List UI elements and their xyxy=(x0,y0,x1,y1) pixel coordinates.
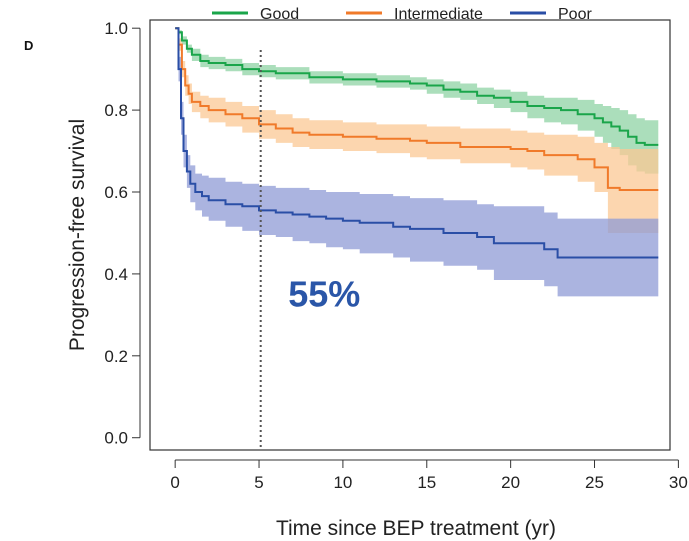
plot-frame xyxy=(149,19,671,451)
confidence-bands xyxy=(175,28,659,297)
y-axis-title: Progression-free survival xyxy=(66,119,89,351)
annotation-text: 55% xyxy=(288,273,360,314)
legend-label-good: Good xyxy=(260,6,299,23)
survival-curves xyxy=(175,27,659,259)
band-good xyxy=(175,28,659,174)
legend: Good Intermediate Poor xyxy=(212,6,592,23)
y-tick-label: 0.2 xyxy=(104,347,128,366)
x-tick-label: 5 xyxy=(254,473,263,492)
y-tick-label: 0.0 xyxy=(104,429,128,448)
x-tick-label: 0 xyxy=(170,473,179,492)
y-tick-label: 1.0 xyxy=(104,19,128,38)
x-axis: 0 5 10 15 20 25 30 xyxy=(170,459,688,492)
panel-label: D xyxy=(24,38,33,53)
legend-label-intermediate: Intermediate xyxy=(394,6,483,23)
y-tick-label: 0.4 xyxy=(104,265,128,284)
y-axis: 0.0 0.2 0.4 0.6 0.8 1.0 xyxy=(104,19,141,448)
x-tick-label: 30 xyxy=(669,473,688,492)
curve-intermediate xyxy=(175,27,659,191)
y-tick-label: 0.8 xyxy=(104,101,128,120)
curve-poor xyxy=(175,27,659,259)
x-tick-label: 15 xyxy=(417,473,436,492)
curve-good xyxy=(175,27,659,146)
x-tick-label: 20 xyxy=(501,473,520,492)
x-tick-label: 10 xyxy=(333,473,352,492)
x-axis-title: Time since BEP treatment (yr) xyxy=(276,517,556,540)
x-tick-label: 25 xyxy=(585,473,604,492)
band-poor xyxy=(175,28,659,297)
band-intermediate xyxy=(175,28,659,234)
legend-label-poor: Poor xyxy=(558,6,592,23)
y-tick-label: 0.6 xyxy=(104,183,128,202)
